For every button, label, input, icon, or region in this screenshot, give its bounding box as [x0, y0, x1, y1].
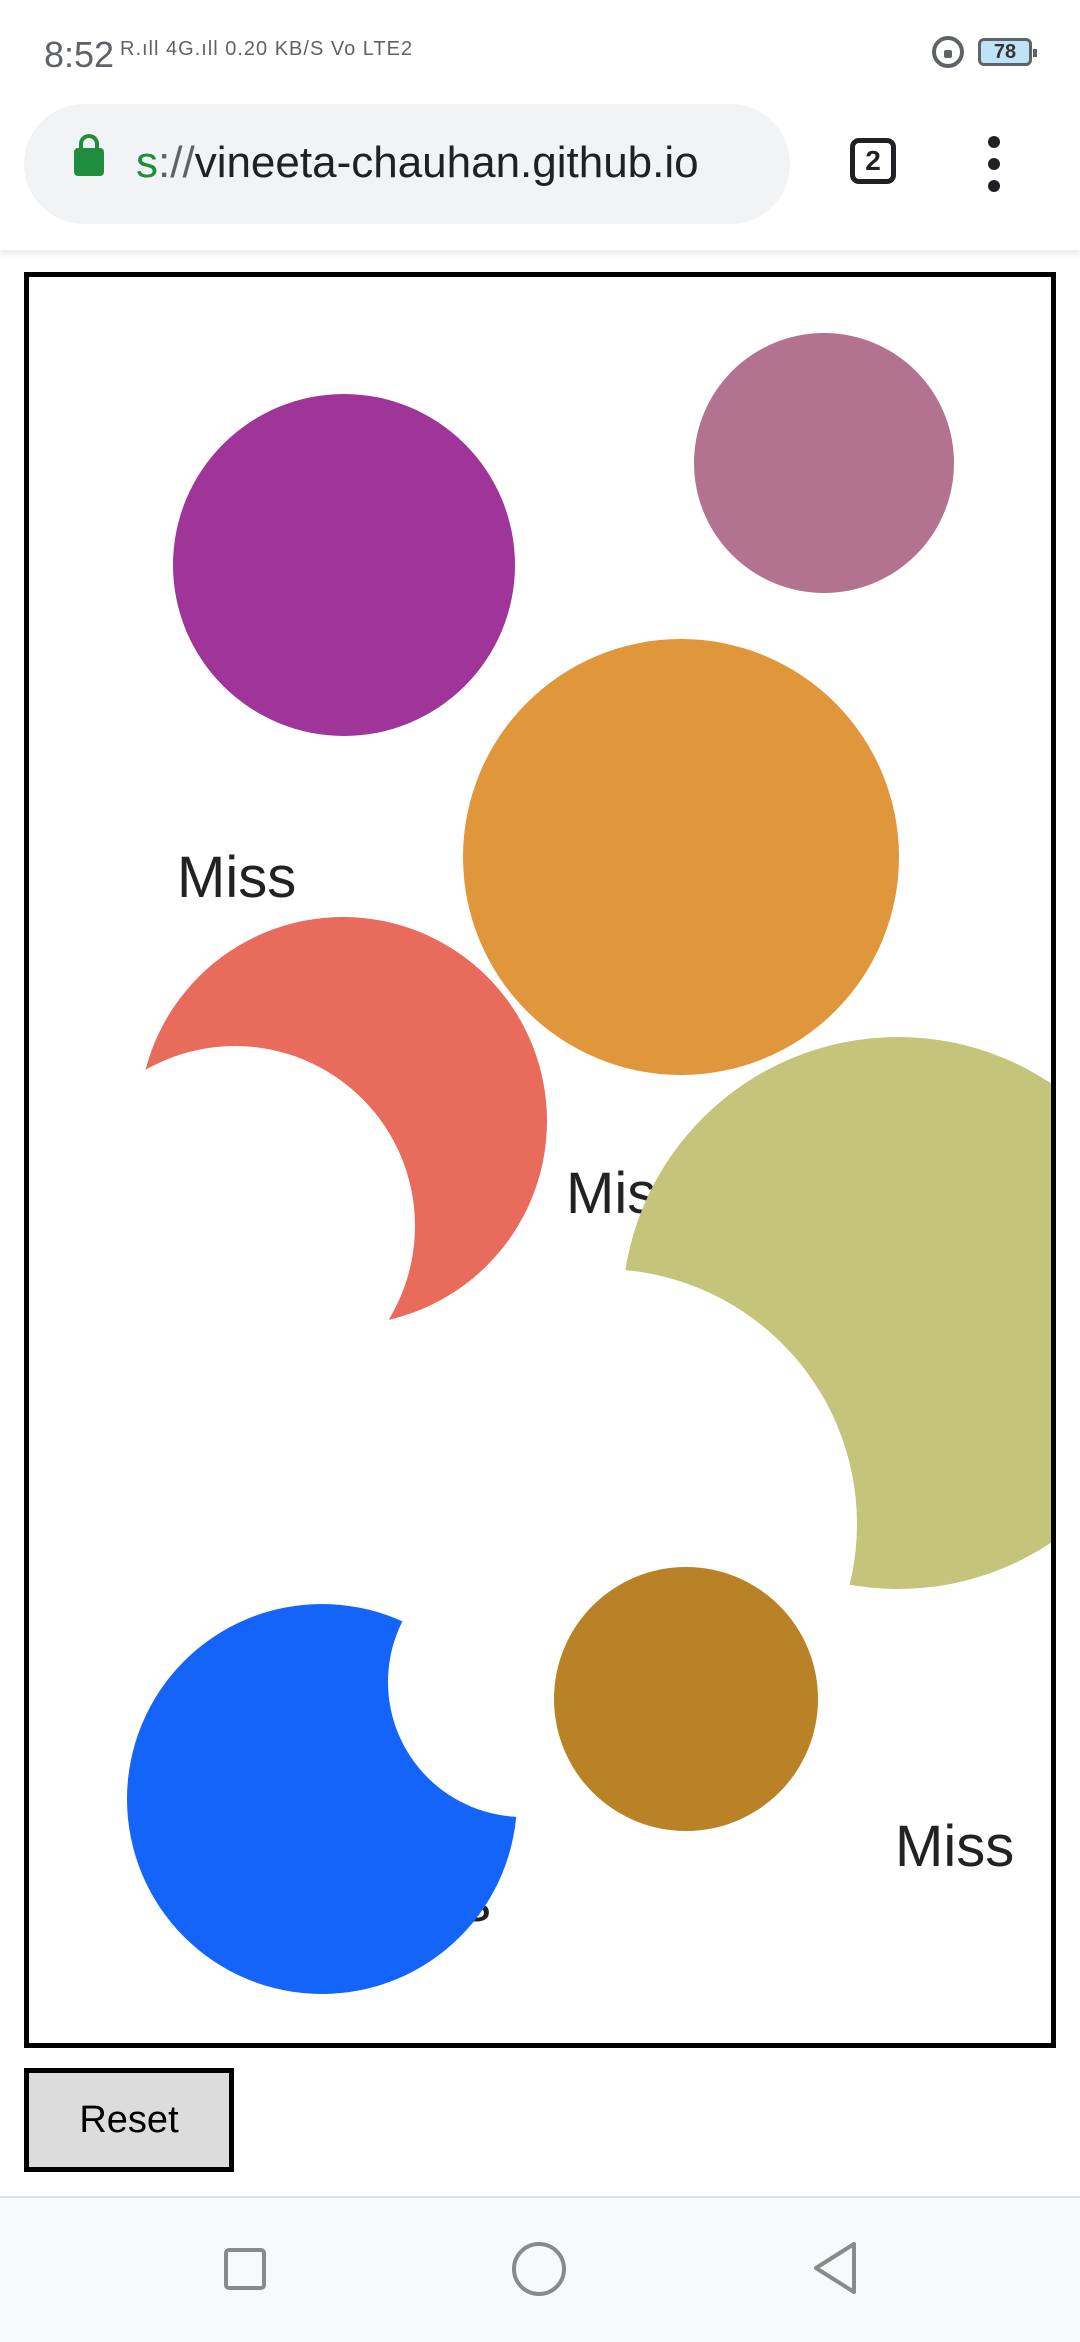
recent-apps-icon[interactable] [224, 2248, 266, 2290]
status-time: 8:52 [44, 34, 115, 75]
target-circle-bitten[interactable] [139, 917, 547, 1325]
url-host: vineeta-chauhan.github.io [194, 138, 699, 187]
reset-button[interactable]: Reset [24, 2068, 234, 2172]
browser-toolbar: s://vineeta-chauhan.github.io 2 [0, 100, 1080, 250]
status-right-icons: 78 [932, 36, 1037, 68]
url-separator: :// [158, 138, 195, 187]
home-icon[interactable] [512, 2242, 566, 2296]
battery-icon: 78 [978, 38, 1037, 66]
target-circle[interactable] [554, 1567, 818, 1831]
url-scheme: s [136, 138, 158, 187]
more-vert-icon[interactable] [980, 136, 1008, 192]
address-bar[interactable]: s://vineeta-chauhan.github.io [24, 104, 790, 224]
network-indicators: R.ıll 4G.ıll 0.20 KB/S Vo LTE2 [120, 38, 414, 60]
game-svg[interactable]: Miss Mis ss Miss [29, 277, 1051, 2043]
target-circle-bitten[interactable] [127, 1604, 517, 1994]
target-circle[interactable] [173, 394, 515, 736]
miss-label: Miss [895, 1814, 1014, 1879]
navigation-bar [0, 2196, 1080, 2342]
target-circle[interactable] [694, 333, 954, 593]
back-icon[interactable] [810, 2240, 860, 2296]
status-bar: 8:52 R.ıll 4G.ıll 0.20 KB/S Vo LTE2 78 [0, 0, 1080, 100]
rotation-lock-icon [932, 36, 964, 68]
tab-switcher-icon[interactable]: 2 [850, 138, 896, 184]
miss-label: Miss [177, 845, 296, 910]
target-circle[interactable] [463, 639, 899, 1075]
target-circle-bitten[interactable] [622, 1037, 1051, 1589]
url-text[interactable]: s://vineeta-chauhan.github.io [136, 138, 699, 188]
padlock-icon[interactable] [74, 134, 104, 176]
game-canvas[interactable]: Miss Mis ss Miss [24, 272, 1056, 2048]
